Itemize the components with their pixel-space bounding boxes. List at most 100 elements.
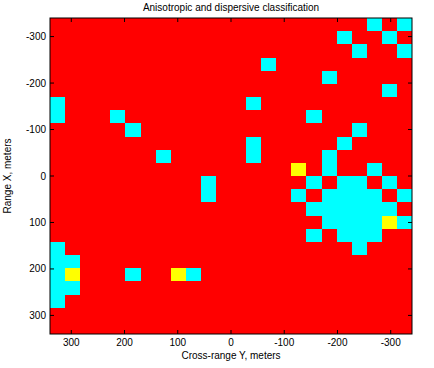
cell	[291, 308, 307, 322]
cell	[65, 84, 81, 98]
cell	[50, 189, 66, 203]
cell	[397, 110, 412, 124]
cell	[110, 321, 126, 334]
x-tick	[124, 330, 125, 334]
cell	[216, 216, 232, 230]
cell	[352, 71, 368, 85]
y-tick-label: 100	[29, 217, 46, 228]
cell	[95, 229, 111, 243]
cell	[80, 295, 96, 309]
y-tick	[408, 222, 412, 223]
cell	[322, 216, 338, 230]
cell	[246, 308, 262, 322]
cell	[367, 229, 383, 243]
cell	[276, 202, 292, 216]
cell	[382, 84, 398, 98]
cell	[125, 110, 141, 124]
cell	[125, 84, 141, 98]
cell	[276, 71, 292, 85]
cell	[80, 255, 96, 269]
cell	[306, 163, 322, 177]
cell	[276, 163, 292, 177]
cell	[95, 321, 111, 334]
cell	[110, 268, 126, 282]
x-tick	[177, 18, 178, 22]
cell	[322, 229, 338, 243]
cell	[231, 31, 247, 45]
cell	[231, 242, 247, 256]
x-tick	[71, 330, 72, 334]
cell	[110, 255, 126, 269]
cell	[141, 321, 157, 334]
cell	[352, 137, 368, 151]
cell	[397, 58, 412, 72]
cell	[110, 123, 126, 137]
cell	[110, 58, 126, 72]
cell	[306, 58, 322, 72]
cell	[397, 97, 412, 111]
cell	[171, 110, 187, 124]
cell	[80, 189, 96, 203]
cell	[397, 189, 412, 203]
cell	[352, 308, 368, 322]
cell	[291, 84, 307, 98]
cell	[231, 268, 247, 282]
cell	[322, 176, 338, 190]
cell	[291, 202, 307, 216]
cell	[171, 308, 187, 322]
cell	[186, 84, 202, 98]
y-tick	[50, 36, 54, 37]
cell	[216, 202, 232, 216]
cell	[110, 281, 126, 295]
cell	[322, 84, 338, 98]
cell	[216, 137, 232, 151]
cell	[216, 268, 232, 282]
cell	[276, 216, 292, 230]
cell	[156, 137, 172, 151]
cell	[80, 268, 96, 282]
cell	[246, 321, 262, 334]
x-tick-label: -300	[381, 337, 401, 348]
cell	[367, 44, 383, 58]
cell	[291, 321, 307, 334]
cell	[291, 242, 307, 256]
cell	[95, 308, 111, 322]
y-tick	[50, 83, 54, 84]
x-tick-label: 0	[228, 337, 234, 348]
cell	[397, 137, 412, 151]
cell	[171, 44, 187, 58]
cell	[156, 216, 172, 230]
cell	[337, 44, 353, 58]
cell	[291, 268, 307, 282]
cell	[322, 58, 338, 72]
cell	[382, 137, 398, 151]
cell	[382, 58, 398, 72]
cell	[246, 189, 262, 203]
cell	[110, 137, 126, 151]
cell	[125, 137, 141, 151]
y-tick-label: 200	[29, 263, 46, 274]
cell	[337, 295, 353, 309]
cell	[80, 163, 96, 177]
cell	[216, 321, 232, 334]
cell	[50, 71, 66, 85]
cell	[186, 58, 202, 72]
cell	[171, 97, 187, 111]
cell	[141, 123, 157, 137]
cell	[80, 229, 96, 243]
cell	[337, 137, 353, 151]
x-axis-title: Cross-range Y, meters	[181, 350, 280, 361]
cell	[50, 202, 66, 216]
cell	[397, 163, 412, 177]
cell	[156, 321, 172, 334]
cell	[171, 71, 187, 85]
cell	[246, 216, 262, 230]
y-tick	[408, 315, 412, 316]
cell	[261, 255, 277, 269]
cell	[95, 176, 111, 190]
cell	[352, 242, 368, 256]
cell	[337, 268, 353, 282]
cell	[125, 268, 141, 282]
cell	[291, 123, 307, 137]
cell	[110, 189, 126, 203]
